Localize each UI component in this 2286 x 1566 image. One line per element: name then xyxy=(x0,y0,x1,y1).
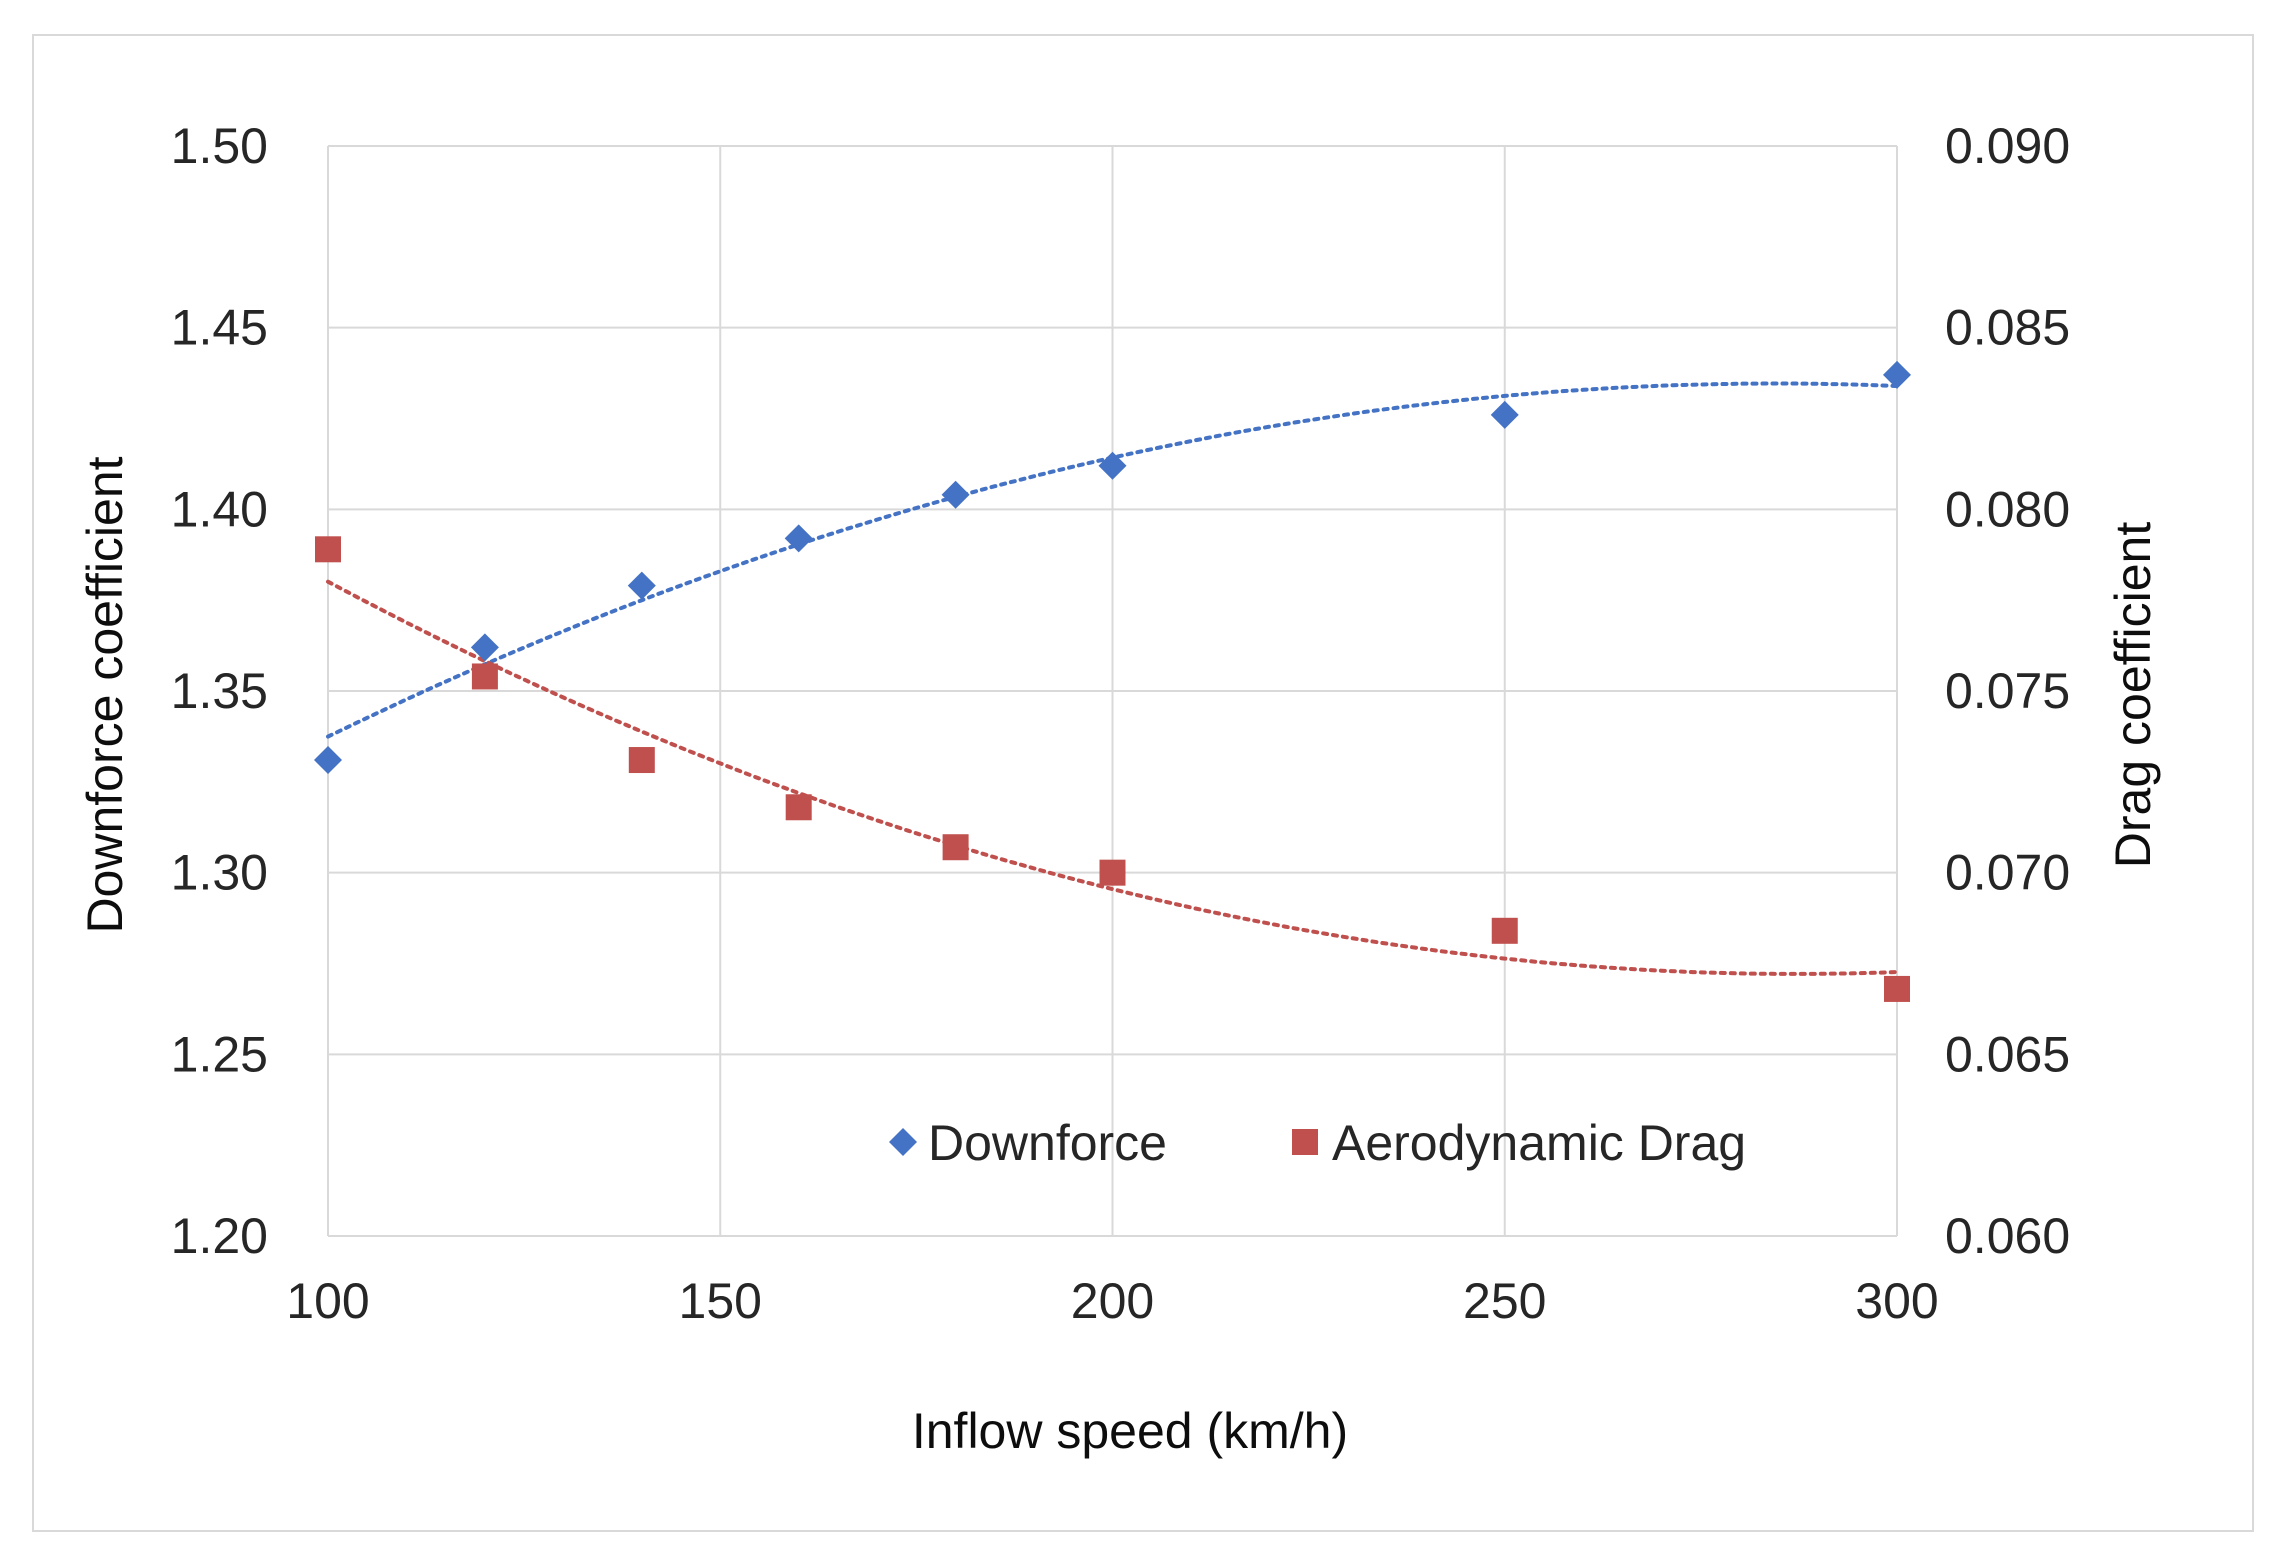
drag-point xyxy=(471,663,498,690)
tick-labels: 1.20 0.060 1.25 0.065 1.30 0.070 1.35 0.075 1.40… xyxy=(171,118,2070,1329)
legend-downforce-marker xyxy=(889,1128,917,1156)
downforce-point xyxy=(1098,451,1127,480)
downforce-point xyxy=(941,480,970,509)
y-axis-title: Downforce coefficient xyxy=(77,456,133,933)
trendline-drag xyxy=(326,579,1899,976)
legend-downforce-label: Downforce xyxy=(928,1115,1167,1171)
gridlines xyxy=(327,145,1898,1237)
downforce-point xyxy=(1883,360,1911,389)
x-tick-label: 100 xyxy=(286,1273,369,1329)
x-axis-title: Inflow speed (km/h) xyxy=(912,1403,1348,1459)
legend-drag-marker xyxy=(1292,1129,1318,1155)
downforce-point xyxy=(470,633,499,662)
x-tick-label: 300 xyxy=(1855,1273,1938,1329)
drag-point xyxy=(315,536,341,563)
y2-tick-label: 0.090 xyxy=(1945,118,2070,174)
y2-tick-label: 0.085 xyxy=(1945,300,2070,356)
x-tick-label: 250 xyxy=(1463,1273,1546,1329)
y2-tick-label: 0.060 xyxy=(1945,1208,2070,1264)
drag-point xyxy=(1491,917,1518,944)
drag-point xyxy=(942,834,969,861)
y2-tick-label: 0.080 xyxy=(1945,481,2070,537)
drag-point xyxy=(1099,859,1126,886)
y2-tick-label: 0.075 xyxy=(1945,663,2070,719)
legend: Downforce Aerodynamic Drag xyxy=(889,1115,1746,1171)
chart-frame xyxy=(32,34,2254,1532)
legend-drag-label: Aerodynamic Drag xyxy=(1332,1115,1746,1171)
y-tick-label: 1.45 xyxy=(171,300,268,356)
downforce-point xyxy=(627,571,656,600)
y2-axis-title: Drag coefficient xyxy=(2105,522,2161,869)
downforce-point xyxy=(1490,400,1519,429)
y-tick-label: 1.30 xyxy=(171,845,268,901)
y2-tick-label: 0.070 xyxy=(1945,845,2070,901)
downforce-point xyxy=(784,524,813,553)
y-tick-label: 1.20 xyxy=(171,1208,268,1264)
drag-point xyxy=(785,794,812,821)
downforce-point xyxy=(314,746,342,775)
drag-point xyxy=(1884,975,1910,1002)
y2-tick-label: 0.065 xyxy=(1945,1026,2070,1082)
x-tick-label: 150 xyxy=(679,1273,762,1329)
data-markers xyxy=(314,360,1911,1002)
y-tick-label: 1.50 xyxy=(171,118,268,174)
x-tick-label: 200 xyxy=(1071,1273,1154,1329)
drag-point xyxy=(628,747,655,774)
y-tick-label: 1.25 xyxy=(171,1026,268,1082)
y-tick-label: 1.35 xyxy=(171,663,268,719)
y-tick-label: 1.40 xyxy=(171,481,268,537)
